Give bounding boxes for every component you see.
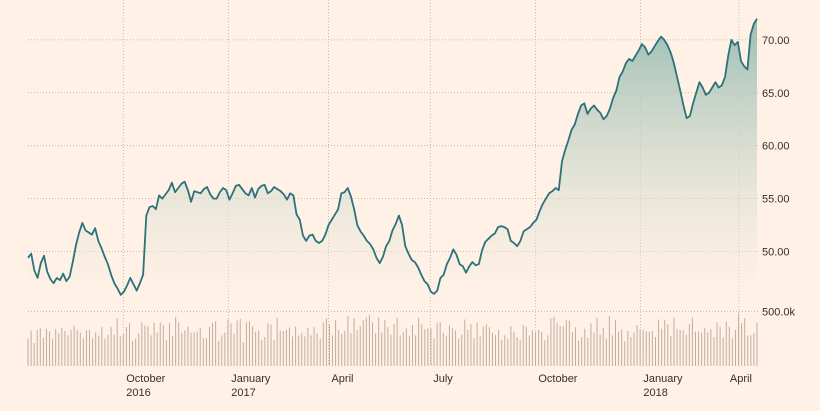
x-tick-label: January — [643, 373, 683, 385]
y-tick-label: 70.00 — [762, 35, 790, 47]
x-tick-label: October — [538, 373, 577, 385]
x-tick-year-label: 2016 — [126, 387, 150, 399]
volume-tick-label: 500.0k — [762, 306, 796, 318]
volume-bars — [27, 313, 758, 366]
y-tick-label: 60.00 — [762, 141, 790, 153]
x-tick-year-label: 2017 — [231, 387, 255, 399]
volume-axis-ticks: 500.0k — [762, 306, 796, 318]
y-tick-label: 50.00 — [762, 246, 790, 258]
x-tick-label: April — [730, 373, 752, 385]
y-axis-ticks: 70.00 65.00 60.00 55.00 50.00 — [762, 35, 790, 259]
x-axis-ticks: October 2016 January 2017 April July October Ja… — [126, 373, 752, 399]
x-tick-label: April — [331, 373, 353, 385]
x-tick-label: October — [126, 373, 165, 385]
x-tick-label: July — [433, 373, 453, 385]
price-line — [27, 18, 758, 296]
price-area-fill — [28, 18, 757, 297]
x-tick-year-label: 2018 — [643, 387, 667, 399]
x-tick-label: January — [231, 373, 271, 385]
y-tick-label: 55.00 — [762, 194, 790, 206]
y-tick-label: 65.00 — [762, 88, 790, 100]
